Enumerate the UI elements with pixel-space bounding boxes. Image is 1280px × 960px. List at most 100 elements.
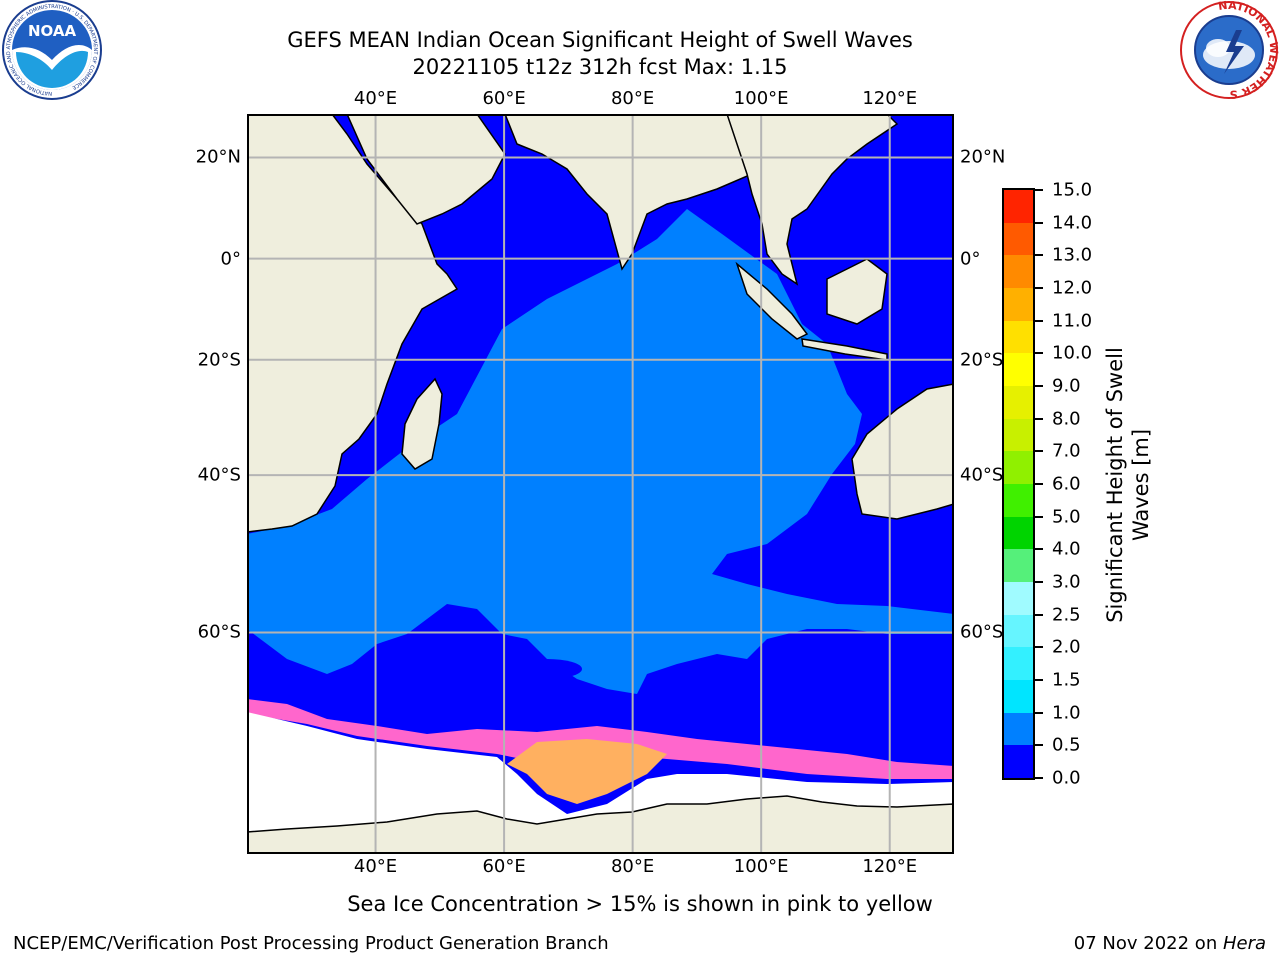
colorbar-tick-label: 2.0	[1052, 636, 1081, 658]
colorbar-segment	[1004, 386, 1033, 419]
colorbar-tick-label: 0.5	[1052, 734, 1081, 756]
footer-date: 07 Nov 2022 on	[1073, 933, 1223, 954]
lat-tick-label-right: 0°	[960, 248, 981, 270]
footer-right: 07 Nov 2022 on Hera	[1074, 933, 1266, 954]
noaa-logo: NOAA NATIONAL OCEANIC AND ATMOSPHERIC AD…	[2, 0, 102, 100]
lon-tick-label-bottom: 120°E	[862, 856, 918, 877]
nws-logo: NATIONAL WEATHER SERVICE	[1178, 0, 1280, 100]
colorbar-tick	[1035, 254, 1043, 257]
lat-tick-label-right: 20°N	[960, 146, 1006, 168]
antarctica-land	[247, 795, 954, 854]
colorbar-segment	[1004, 582, 1033, 615]
lat-tick-label-left: 60°S	[197, 621, 241, 643]
colorbar-tick	[1035, 319, 1043, 322]
lat-tick-label-right: 60°S	[960, 621, 1004, 643]
colorbar-segment	[1004, 288, 1033, 321]
colorbar-tick	[1035, 352, 1043, 355]
colorbar-segment	[1004, 320, 1033, 354]
lat-tick-label-left: 40°S	[197, 464, 241, 486]
lon-tick-label-bottom: 100°E	[733, 856, 789, 877]
sea-ice-note: Sea Ice Concentration > 15% is shown in …	[347, 892, 933, 916]
sumatra-land	[735, 261, 809, 340]
colorbar-tick-label: 5.0	[1052, 506, 1081, 528]
colorbar-segment	[1004, 418, 1033, 452]
colorbar-segment	[1004, 516, 1033, 550]
colorbar-tick	[1035, 646, 1043, 649]
colorbar-title: Significant Height of Swell Waves [m]	[1102, 347, 1154, 623]
colorbar-tick-label: 13.0	[1052, 244, 1093, 266]
colorbar-title-line1: Significant Height of Swell	[1103, 347, 1127, 623]
lat-tick-label-left: 0°	[220, 248, 241, 270]
colorbar-segment	[1004, 484, 1033, 517]
chart-subtitle: 20221105 t12z 312h fcst Max: 1.15	[412, 55, 788, 79]
colorbar-segment	[1004, 549, 1033, 582]
lat-tick-label-right: 40°S	[960, 464, 1004, 486]
lon-tick-label-bottom: 80°E	[610, 856, 655, 877]
swell-light-area	[247, 209, 954, 694]
colorbar-segment	[1004, 680, 1033, 713]
colorbar-tick	[1035, 483, 1043, 485]
colorbar-tick-label: 7.0	[1052, 440, 1081, 462]
colorbar-tick	[1035, 679, 1043, 681]
lon-tick-label-top: 40°E	[353, 88, 398, 109]
colorbar-tick	[1035, 287, 1043, 289]
colorbar-tick-label: 4.0	[1052, 538, 1081, 560]
colorbar-tick-label: 1.5	[1052, 669, 1081, 691]
colorbar-segment	[1004, 712, 1033, 746]
lon-tick-label-top: 100°E	[733, 88, 789, 109]
map-panel	[247, 114, 954, 854]
colorbar-segment	[1004, 190, 1033, 223]
colorbar-title-line2: Waves [m]	[1129, 428, 1153, 542]
colorbar-tick	[1035, 450, 1043, 453]
colorbar-tick	[1035, 221, 1043, 224]
lat-tick-label-right: 20°S	[960, 349, 1004, 371]
colorbar-tick	[1035, 744, 1043, 747]
colorbar-tick-label: 15.0	[1052, 179, 1093, 201]
lon-tick-label-top: 60°E	[482, 88, 526, 109]
colorbar-tick	[1035, 417, 1043, 420]
colorbar-tick	[1035, 515, 1043, 518]
lon-tick-label-bottom: 60°E	[482, 856, 526, 877]
noaa-logo-text: NOAA	[28, 22, 77, 40]
colorbar-tick	[1035, 777, 1043, 779]
colorbar-tick-label: 2.5	[1052, 604, 1081, 626]
lon-tick-label-top: 120°E	[862, 88, 918, 109]
sea-ice-edge	[247, 699, 954, 779]
colorbar-segment	[1004, 451, 1033, 484]
map-grid	[247, 114, 954, 854]
map-frame	[247, 114, 954, 854]
colorbar-tick-label: 6.0	[1052, 473, 1081, 495]
colorbar-tick-label: 9.0	[1052, 375, 1081, 397]
lat-tick-label-left: 20°N	[195, 146, 241, 168]
arabia-land	[346, 114, 506, 225]
colorbar	[1002, 188, 1035, 780]
colorbar-tick	[1035, 613, 1043, 616]
colorbar-segment	[1004, 745, 1033, 778]
colorbar-tick-label: 10.0	[1052, 342, 1093, 364]
africa-land	[247, 114, 459, 533]
colorbar-tick	[1035, 548, 1043, 551]
colorbar-tick	[1035, 385, 1043, 387]
colorbar-tick-label: 14.0	[1052, 212, 1093, 234]
chart-title: GEFS MEAN Indian Ocean Significant Heigh…	[287, 28, 913, 52]
colorbar-tick-label: 0.0	[1052, 767, 1081, 789]
lat-tick-label-left: 20°S	[197, 349, 241, 371]
colorbar-tick-label: 1.0	[1052, 702, 1081, 724]
sea-ice-yellow	[507, 739, 667, 804]
colorbar-tick-label: 3.0	[1052, 571, 1081, 593]
australia-land	[851, 383, 954, 520]
lon-tick-label-bottom: 40°E	[353, 856, 398, 877]
colorbar-segment	[1004, 222, 1033, 256]
footer-host: Hera	[1222, 933, 1266, 954]
colorbar-tick	[1035, 189, 1043, 191]
colorbar-segment	[1004, 353, 1033, 386]
madagascar-land	[401, 377, 443, 470]
colorbar-tick-label: 8.0	[1052, 408, 1081, 430]
colorbar-tick-label: 11.0	[1052, 310, 1093, 332]
colorbar-segment	[1004, 647, 1033, 680]
colorbar-segment	[1004, 614, 1033, 648]
colorbar-tick	[1035, 711, 1043, 714]
colorbar-tick-label: 12.0	[1052, 277, 1093, 299]
footer-left: NCEP/EMC/Verification Post Processing Pr…	[13, 933, 609, 954]
colorbar-tick	[1035, 581, 1043, 583]
